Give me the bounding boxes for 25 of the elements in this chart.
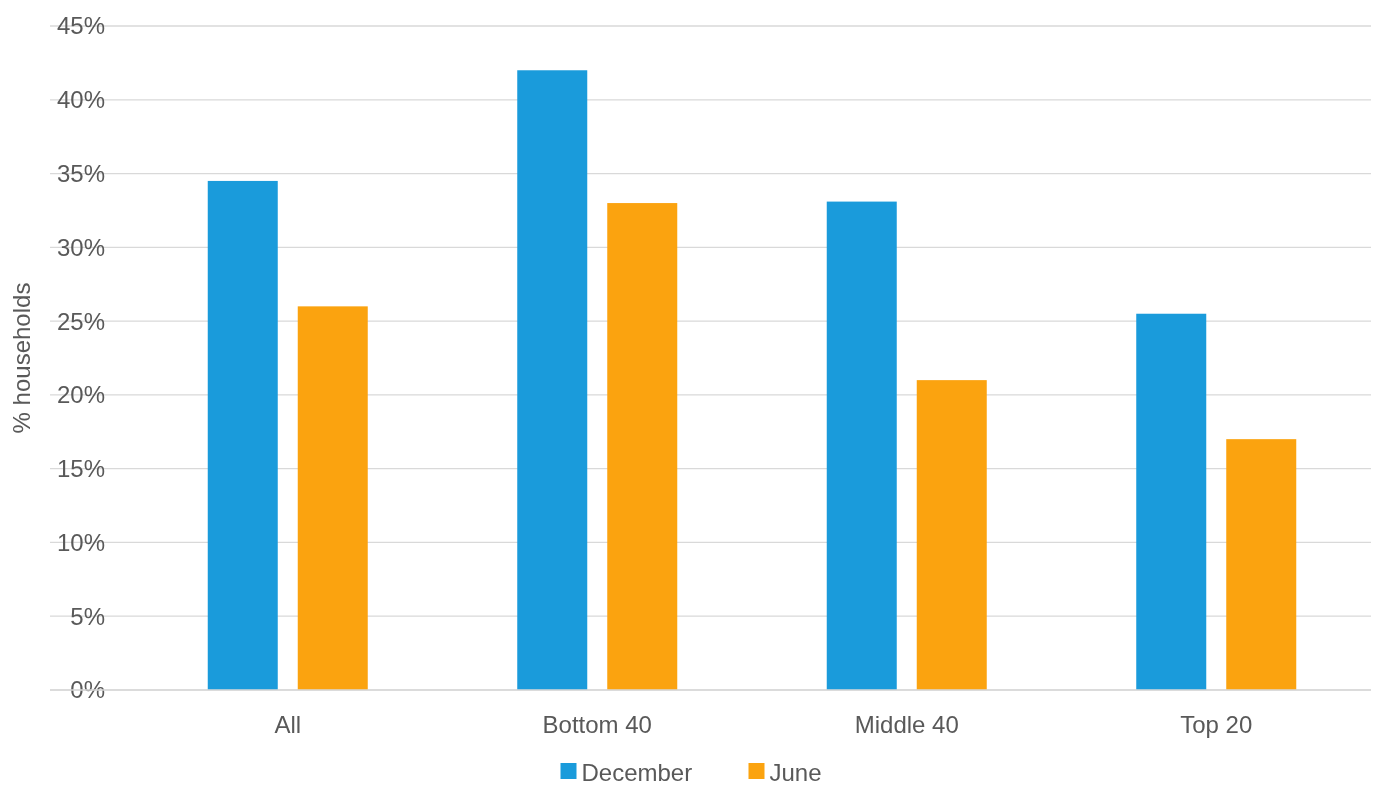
y-axis-title: % households	[8, 282, 35, 434]
bar	[607, 203, 678, 690]
bar	[517, 70, 588, 690]
y-tick-label: 5%	[70, 602, 105, 630]
y-tick-label: 45%	[56, 12, 105, 40]
bar	[1136, 313, 1207, 690]
bar	[916, 380, 987, 690]
bar	[1226, 439, 1297, 690]
y-tick-label: 30%	[56, 233, 105, 261]
legend-label: June	[769, 759, 822, 786]
y-tick-label: 40%	[56, 86, 105, 114]
x-tick-label: Middle 40	[854, 711, 959, 738]
x-tick-label: Top 20	[1180, 711, 1253, 738]
y-tick-label: 25%	[56, 307, 105, 335]
legend-label: December	[581, 759, 693, 786]
bar	[826, 201, 897, 690]
bar	[207, 180, 278, 690]
bar	[297, 306, 368, 690]
x-tick-label: Bottom 40	[542, 711, 652, 738]
y-tick-label: 0%	[70, 676, 105, 704]
y-tick-label: 20%	[56, 381, 105, 409]
y-tick-label: 10%	[56, 528, 105, 556]
y-tick-label: 15%	[56, 455, 105, 483]
y-tick-label: 35%	[56, 159, 105, 187]
x-tick-label: All	[274, 711, 302, 738]
